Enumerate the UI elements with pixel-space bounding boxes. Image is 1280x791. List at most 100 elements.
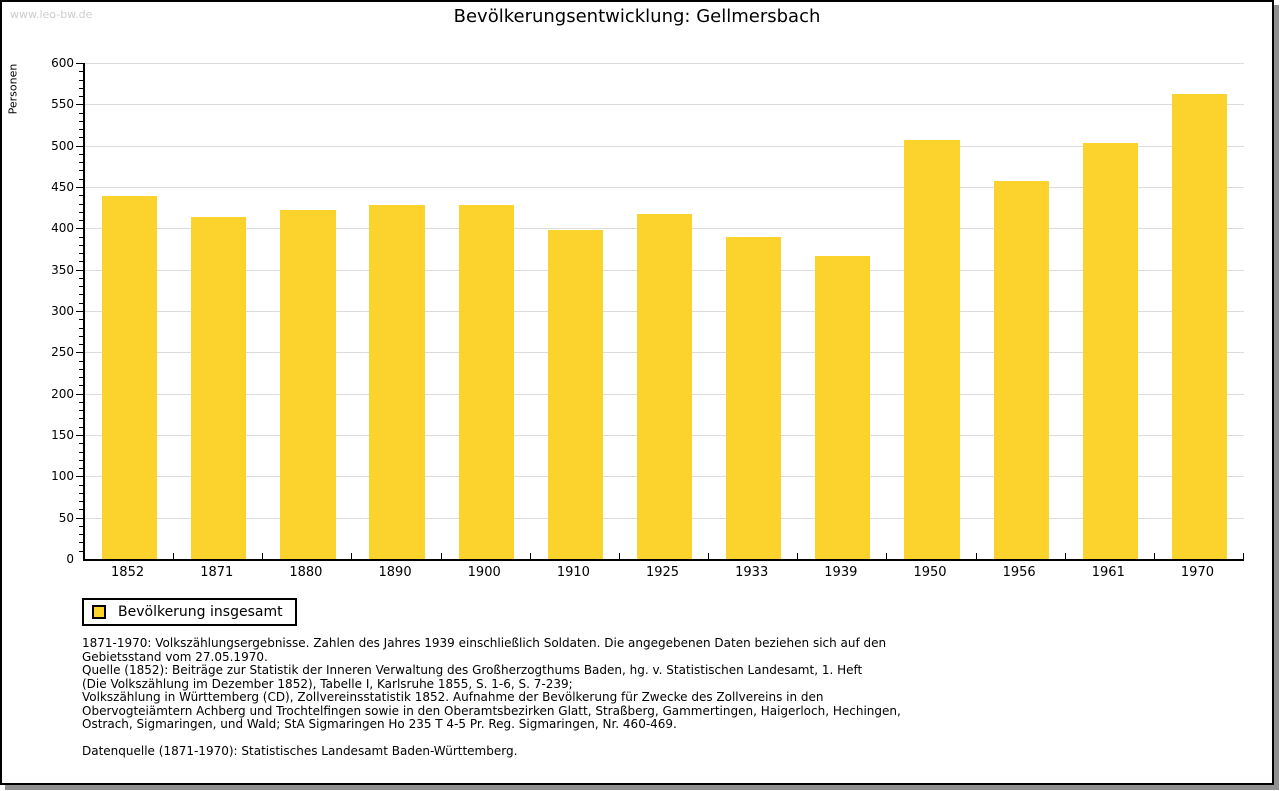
y-major-tick bbox=[76, 435, 83, 436]
bar-1852 bbox=[101, 196, 158, 559]
y-axis-tick-label: 350 bbox=[51, 262, 74, 277]
bar-cell bbox=[709, 63, 798, 559]
footnote-line: Ostrach, Sigmaringen, und Wald; StA Sigm… bbox=[82, 717, 677, 731]
y-minor-tick bbox=[79, 401, 83, 403]
y-major-tick bbox=[76, 352, 83, 354]
x-axis-tick-label: 1880 bbox=[289, 565, 323, 580]
y-major-tick bbox=[76, 311, 83, 312]
footnotes: 1871-1970: Volkszählungsergebnisse. Zahl… bbox=[82, 636, 901, 732]
y-minor-tick bbox=[79, 344, 83, 346]
y-axis-tick-label: 500 bbox=[51, 138, 74, 153]
y-minor-tick bbox=[79, 286, 83, 288]
bar-cell bbox=[85, 63, 174, 559]
x-axis-tick-label: 1956 bbox=[1002, 565, 1036, 580]
y-minor-tick bbox=[79, 335, 83, 337]
y-minor-tick bbox=[79, 410, 83, 412]
footnote-line: Obervogteiämtern Achberg und Trochtelfin… bbox=[82, 703, 901, 718]
bar-1933 bbox=[726, 236, 782, 559]
bar-cell bbox=[442, 63, 531, 559]
y-axis-tick-label: 50 bbox=[58, 510, 74, 525]
y-minor-tick bbox=[79, 253, 83, 255]
y-minor-tick bbox=[79, 459, 83, 461]
y-major-tick bbox=[76, 228, 83, 230]
y-minor-tick bbox=[79, 112, 83, 114]
x-axis-tick-label: 1961 bbox=[1091, 565, 1125, 580]
y-minor-tick bbox=[79, 220, 83, 222]
x-axis-tick bbox=[440, 553, 442, 559]
y-minor-tick bbox=[79, 542, 83, 544]
x-axis-labels: 1852 1871 1880 1890 1900 1910 1925 1933 1939 1950… bbox=[83, 565, 1242, 580]
x-axis-tick bbox=[797, 553, 799, 559]
y-axis-tick-label: 150 bbox=[51, 428, 74, 442]
x-axis-tick bbox=[1243, 553, 1244, 559]
y-minor-tick bbox=[79, 87, 83, 89]
y-minor-tick bbox=[79, 79, 83, 81]
x-axis-tick-label: 1925 bbox=[645, 565, 680, 580]
footnote-line: Gebietsstand vom 27.05.1970. bbox=[82, 649, 268, 664]
bar-series bbox=[85, 63, 1244, 559]
gridline bbox=[85, 187, 1244, 188]
bar-1871 bbox=[191, 216, 247, 559]
x-axis-tick bbox=[1064, 553, 1066, 559]
y-axis-tick-label: 550 bbox=[51, 97, 74, 112]
x-axis-tick bbox=[886, 553, 888, 559]
y-minor-tick bbox=[79, 137, 83, 139]
y-minor-tick bbox=[79, 96, 83, 98]
y-minor-tick bbox=[79, 451, 83, 453]
y-minor-tick bbox=[79, 129, 83, 131]
y-axis-tick-label: 100 bbox=[51, 469, 74, 484]
bar-1880 bbox=[280, 210, 336, 559]
x-axis-tick bbox=[618, 553, 620, 559]
y-minor-tick bbox=[79, 327, 83, 329]
y-axis-tick-label: 600 bbox=[51, 56, 74, 70]
bar-cell bbox=[620, 63, 709, 559]
watermark: www.leo-bw.de bbox=[10, 8, 93, 21]
bar-1890 bbox=[369, 205, 425, 559]
y-minor-tick bbox=[79, 319, 83, 321]
y-major-tick bbox=[76, 187, 83, 188]
x-axis-tick bbox=[708, 553, 710, 559]
bar-1939 bbox=[815, 255, 871, 559]
y-minor-tick bbox=[79, 492, 83, 494]
x-axis-tick-label: 1890 bbox=[378, 565, 412, 580]
legend-label: Bevölkerung insgesamt bbox=[118, 604, 283, 620]
y-minor-tick bbox=[79, 501, 83, 503]
bar-1910 bbox=[547, 230, 603, 559]
legend-box: Bevölkerung insgesamt bbox=[82, 598, 297, 626]
y-minor-tick bbox=[79, 211, 83, 213]
y-minor-tick bbox=[79, 195, 83, 197]
y-major-tick bbox=[76, 393, 83, 395]
y-minor-tick bbox=[79, 302, 83, 304]
x-axis-tick bbox=[173, 553, 175, 559]
y-axis-tick-label: 300 bbox=[51, 304, 74, 318]
bar-1925 bbox=[636, 214, 693, 559]
y-minor-tick bbox=[79, 468, 83, 470]
chart-title: Bevölkerungsentwicklung: Gellmersbach bbox=[453, 6, 821, 27]
y-minor-tick bbox=[79, 244, 83, 246]
y-axis-tick-label: 450 bbox=[51, 180, 74, 194]
bar-cell bbox=[1155, 63, 1244, 559]
source-line: Datenquelle (1871-1970): Statistisches L… bbox=[82, 744, 518, 758]
bar-cell bbox=[1066, 63, 1155, 559]
gridline bbox=[85, 104, 1244, 106]
x-axis-tick-label: 1939 bbox=[824, 565, 858, 580]
y-major-tick bbox=[76, 269, 83, 271]
y-minor-tick bbox=[79, 162, 83, 164]
x-axis-tick-label: 1950 bbox=[913, 565, 947, 580]
x-axis-tick bbox=[262, 553, 264, 559]
footnote-line: 1871-1970: Volkszählungsergebnisse. Zahl… bbox=[82, 636, 887, 650]
y-minor-tick bbox=[79, 426, 83, 428]
y-minor-tick bbox=[79, 170, 83, 172]
y-major-tick bbox=[76, 476, 83, 478]
bar-1900 bbox=[458, 205, 514, 559]
bar-cell bbox=[977, 63, 1066, 559]
y-minor-tick bbox=[79, 203, 83, 205]
y-axis-tick-label: 400 bbox=[51, 221, 74, 236]
y-minor-tick bbox=[79, 418, 83, 420]
x-axis-tick bbox=[529, 553, 531, 559]
bar-cell bbox=[887, 63, 976, 559]
bar-cell bbox=[174, 63, 263, 559]
y-minor-tick bbox=[79, 294, 83, 296]
y-minor-tick bbox=[79, 120, 83, 122]
